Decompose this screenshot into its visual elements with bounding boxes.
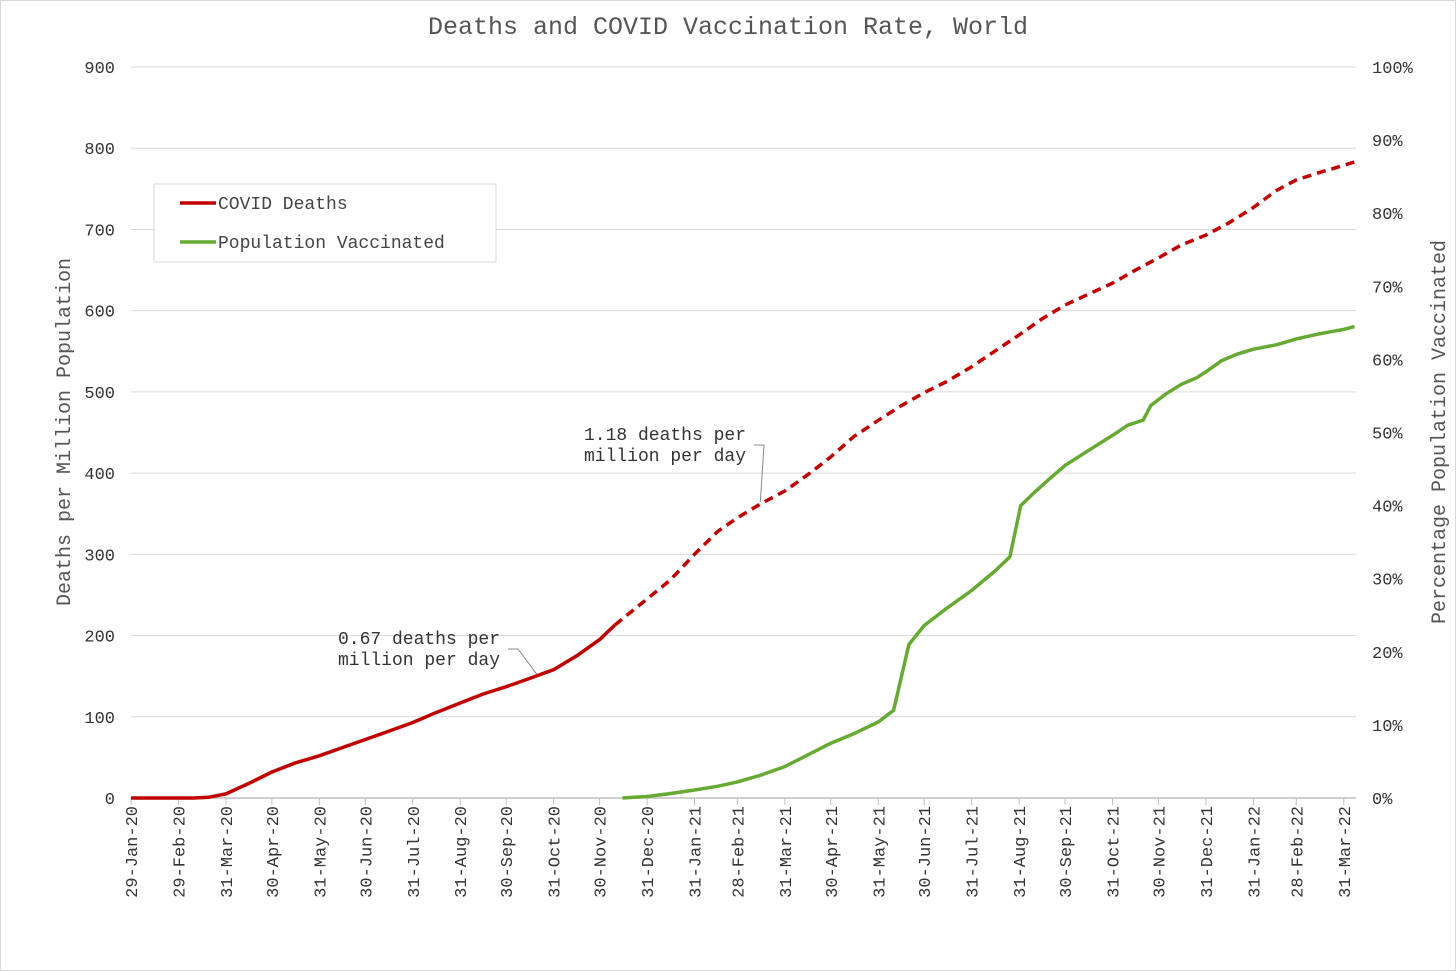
x-tick-label: 30-Jun-20 (358, 806, 377, 898)
gridlines (131, 66, 1356, 718)
annotation-leader-line (754, 444, 765, 503)
annotation-line-1: 0.67 deaths per (338, 630, 500, 650)
x-tick-label: 31-Jul-21 (965, 806, 984, 898)
annotation-leader-line (508, 648, 538, 675)
annotation-line-2: million per day (338, 651, 500, 671)
legend-box (153, 183, 497, 263)
axes: 0 100 200 300 400 500 600 700 800 900 0% 10% 20% 30% 4… (84, 60, 1413, 898)
x-tick-label: 31-Dec-21 (1199, 806, 1218, 898)
left-axis-title: Deaths per Million Population (54, 258, 77, 606)
y-tick-label-left: 500 (84, 385, 115, 404)
x-tick-label: 30-Nov-21 (1151, 806, 1170, 898)
x-tick-label: 31-Aug-20 (453, 806, 472, 898)
x-tick-label: 29-Jan-20 (124, 806, 143, 898)
x-tick-label: 30-Apr-20 (265, 806, 284, 898)
legend: COVID Deaths Population Vaccinated (153, 183, 497, 263)
y-tick-label-right: 80% (1372, 206, 1403, 225)
series-line-covid-deaths (131, 623, 617, 800)
x-tick-label: 29-Feb-20 (171, 806, 190, 898)
y-tick-label-right: 10% (1372, 718, 1403, 737)
x-tick-label: 31-Mar-21 (778, 806, 797, 898)
x-tick-label: 30-Sep-21 (1058, 806, 1077, 898)
x-tick-label: 31-Oct-21 (1106, 806, 1125, 898)
x-tick-label: 31-Jan-22 (1246, 806, 1265, 898)
y-tick-label-left: 300 (84, 547, 115, 566)
y-tick-label-right: 0% (1372, 791, 1393, 810)
y-tick-label-left: 100 (84, 710, 115, 729)
x-tick-label: 31-Aug-21 (1012, 806, 1031, 898)
x-tick-label: 31-Jan-21 (688, 806, 707, 898)
y-tick-label-right: 70% (1372, 279, 1403, 298)
y-tick-label-left: 700 (84, 222, 115, 241)
annotation-line-1: 1.18 deaths per (584, 426, 746, 446)
right-axis-title: Percentage Population Vaccinated (1429, 240, 1452, 624)
x-tick-label: 30-Sep-20 (499, 806, 518, 898)
y-tick-label-left: 0 (105, 791, 115, 810)
y-tick-label-right: 50% (1372, 426, 1403, 445)
x-tick-label: 30-Jun-21 (917, 806, 936, 898)
y-tick-label-right: 90% (1372, 133, 1403, 152)
x-tick-label: 30-Apr-21 (824, 806, 843, 898)
y-tick-label-right: 60% (1372, 352, 1403, 371)
y-tick-label-right: 100% (1372, 60, 1414, 79)
y-tick-label-left: 600 (84, 304, 115, 323)
y-tick-label-right: 40% (1372, 499, 1403, 518)
y-tick-label-left: 400 (84, 466, 115, 485)
x-tick-label: 31-Dec-20 (640, 806, 659, 898)
series-line-covid-deaths-dashed (613, 160, 1356, 627)
x-tick-label: 28-Feb-21 (730, 806, 749, 898)
series (131, 160, 1356, 800)
series-line-population-vaccinated (622, 324, 1355, 800)
x-tick-label: 31-May-21 (871, 806, 890, 898)
y-tick-label-left: 900 (84, 60, 115, 79)
x-tick-label: 31-Jul-20 (406, 806, 425, 898)
y-tick-label-left: 200 (84, 629, 115, 648)
x-tick-label: 31-Oct-20 (547, 806, 566, 898)
legend-label-population-vaccinated: Population Vaccinated (218, 234, 445, 254)
chart-title: Deaths and COVID Vaccination Rate, World (428, 13, 1028, 42)
legend-label-covid-deaths: COVID Deaths (218, 195, 348, 215)
x-tick-label: 31-May-20 (312, 806, 331, 898)
x-tick-label: 30-Nov-20 (593, 806, 612, 898)
y-tick-label-right: 20% (1372, 645, 1403, 664)
y-tick-label-right: 30% (1372, 572, 1403, 591)
y-tick-label-left: 800 (84, 141, 115, 160)
x-tick-label: 28-Feb-22 (1289, 806, 1308, 898)
annotation-line-2: million per day (584, 447, 746, 467)
x-tick-label: 31-Mar-20 (219, 806, 238, 898)
x-tick-label: 31-Mar-22 (1337, 806, 1356, 898)
